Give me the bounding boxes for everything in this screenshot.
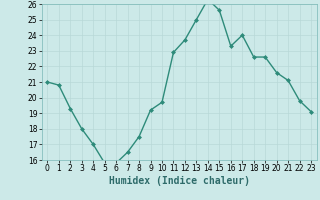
X-axis label: Humidex (Indice chaleur): Humidex (Indice chaleur) (109, 176, 250, 186)
